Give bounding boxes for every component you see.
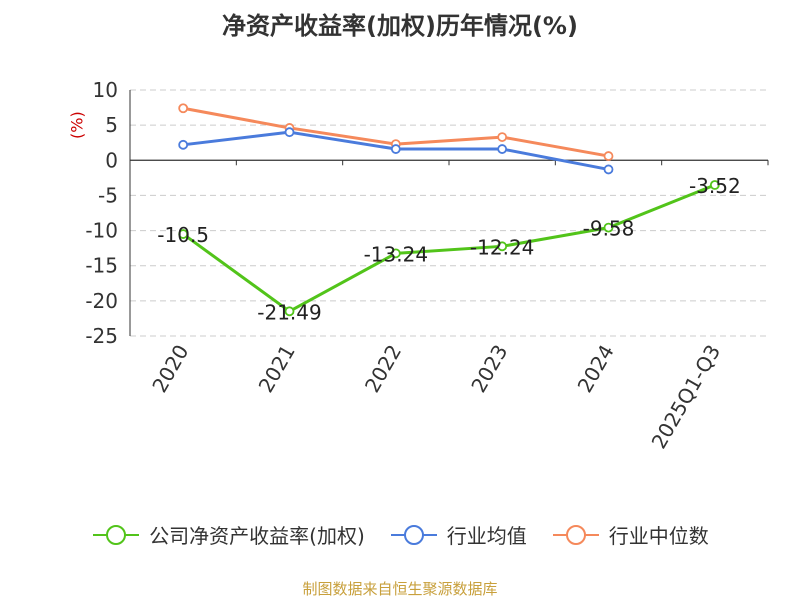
data-label: -13.24 [364,242,428,266]
legend-marker-icon [552,524,599,545]
legend-label: 行业中位数 [608,524,709,548]
data-point [497,144,508,154]
legend-marker-icon [390,524,437,545]
legend: 公司净资产收益率(加权) 行业均值 行业中位数 [0,520,800,549]
data-point [284,127,295,138]
data-point [603,164,614,175]
legend-circle [403,524,424,545]
legend-circle [565,524,586,545]
y-tick-label: 10 [93,78,118,102]
data-point [603,222,614,233]
y-tick-label: -25 [85,324,118,348]
legend-label: 公司净资产收益率(加权) [149,524,365,548]
y-tick-label: -15 [85,254,118,278]
legend-circle [106,524,127,545]
source-note: 制图数据来自恒生聚源数据库 [302,580,498,598]
data-point [390,248,401,259]
x-tick-label: 2024 [573,341,619,397]
x-tick-label: 2021 [254,341,300,397]
data-point [178,103,189,114]
y-tick-label: -5 [98,183,118,207]
y-axis-label: (%) [68,111,87,139]
legend-item[interactable]: 行业均值 [389,520,527,549]
x-tick-label: 2023 [466,340,512,396]
legend-item[interactable]: 行业中位数 [551,520,709,549]
data-label: -3.52 [689,174,741,198]
data-point [178,139,189,150]
legend-marker-icon [93,524,140,545]
gridlines [130,89,768,337]
series-line [182,183,716,313]
legend-item[interactable]: 公司净资产收益率(加权) [91,520,365,549]
x-tick-label: 2025Q1-Q3 [646,341,725,453]
data-point [497,241,508,252]
data-point [178,229,189,239]
y-tick-label: -10 [85,219,118,243]
y-tick-label: 5 [105,113,118,137]
data-point [284,306,295,317]
data-point [603,151,614,161]
data-label: -10.5 [157,223,209,247]
chart-title: 净资产收益率(加权)历年情况(%) [222,12,578,40]
data-point [390,144,401,154]
data-point [709,180,720,190]
data-label: -12.24 [470,235,534,259]
x-tick-label: 2022 [360,341,406,397]
legend-label: 行业均值 [446,524,527,548]
x-tick-label: 2020 [147,341,193,397]
line-chart: 10 5 0 -5 -10 -15 -20 -25 2020 2021 2022 2023 2024 20… [68,78,769,453]
data-label: -9.58 [583,217,635,241]
y-tick-label: 0 [105,148,118,172]
series-lines [178,103,720,317]
data-label: -21.49 [257,300,321,324]
data-point [497,132,508,142]
data-labels: -10.5 -21.49 -13.24 -12.24 -9.58 -3.52 [157,174,740,324]
y-tick-label: -20 [85,289,118,313]
